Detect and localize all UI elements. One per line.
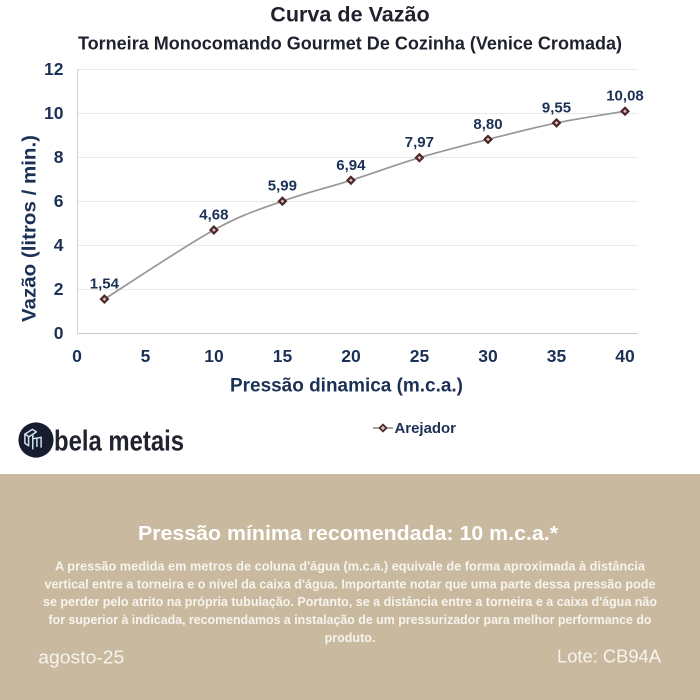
svg-text:A pressão medida em metros de: A pressão medida em metros de coluna d'á… [55,560,646,574]
svg-text:35: 35 [547,346,567,366]
svg-text:8,80: 8,80 [473,116,502,133]
svg-text:bela metais: bela metais [54,426,184,458]
svg-text:30: 30 [478,346,498,366]
svg-text:Pressão dinamica (m.c.a.): Pressão dinamica (m.c.a.) [230,375,463,396]
svg-text:8: 8 [54,147,64,167]
svg-text:Torneira Monocomando Gourmet D: Torneira Monocomando Gourmet De Cozinha … [78,34,622,54]
svg-text:1,54: 1,54 [90,276,120,293]
svg-text:0: 0 [54,323,64,343]
svg-text:9,55: 9,55 [542,99,571,116]
svg-text:Arejador: Arejador [395,420,457,437]
svg-text:40: 40 [615,346,635,366]
svg-text:0: 0 [72,346,82,366]
svg-text:10,08: 10,08 [606,88,644,105]
svg-text:agosto-25: agosto-25 [38,648,124,668]
svg-text:5: 5 [141,346,151,366]
svg-text:7,97: 7,97 [405,134,434,151]
svg-text:vertical entre a torneira e o: vertical entre a torneira e o nível da c… [45,577,656,591]
svg-text:Vazão (litros / min.): Vazão (litros / min.) [19,135,41,322]
svg-text:25: 25 [410,346,430,366]
svg-text:12: 12 [44,59,64,79]
svg-text:2: 2 [54,279,64,299]
svg-text:4,68: 4,68 [199,207,228,224]
svg-text:4: 4 [54,235,64,255]
svg-text:15: 15 [273,346,293,366]
svg-text:for superior à indicada, recom: for superior à indicada, recomendamos a … [49,613,652,627]
svg-text:10: 10 [204,346,224,366]
svg-text:6,94: 6,94 [336,157,366,174]
svg-text:Lote: CB94A: Lote: CB94A [557,647,661,667]
svg-text:20: 20 [341,346,361,366]
svg-text:5,99: 5,99 [268,178,297,195]
svg-text:Pressão mínima recomendada: 10: Pressão mínima recomendada: 10 m.c.a.* [138,523,558,545]
svg-text:produto.: produto. [325,631,376,645]
svg-text:Curva de Vazão: Curva de Vazão [270,3,429,26]
svg-text:10: 10 [44,103,64,123]
svg-text:6: 6 [54,191,64,211]
svg-text:se perder pelo atrito na própr: se perder pelo atrito na própria tubulaç… [43,595,657,609]
